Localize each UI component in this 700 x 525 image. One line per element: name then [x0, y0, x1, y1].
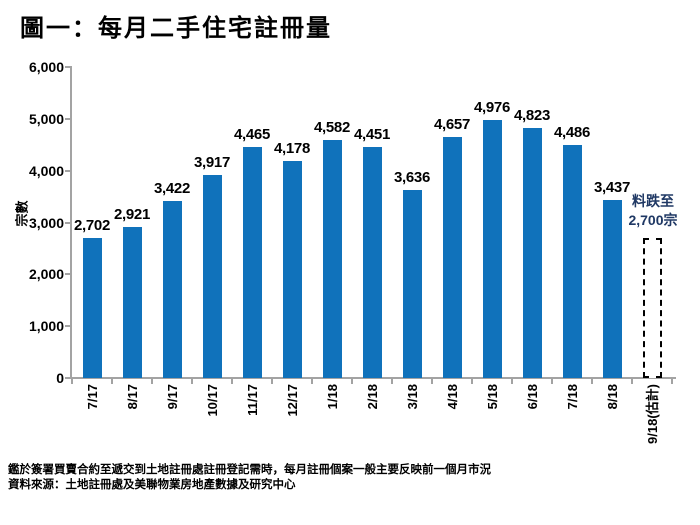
bar: [402, 189, 422, 378]
y-axis-line: [70, 66, 72, 378]
x-axis-category-label: 2/18: [364, 384, 380, 410]
x-axis-tick: [551, 379, 553, 384]
x-axis-tick: [631, 379, 633, 384]
bar-value-label: 4,486: [553, 124, 591, 142]
forecast-annotation: 料跌至 2,700宗: [607, 192, 699, 230]
x-axis-category-label: 10/17: [204, 384, 220, 417]
bar-value-label: 3,917: [193, 153, 231, 171]
x-axis-tick: [271, 379, 273, 384]
x-axis-category-label: 7/18: [564, 384, 580, 410]
x-axis-tick: [591, 379, 593, 384]
bar-value-label: 3,636: [393, 168, 431, 186]
x-axis-tick: [431, 379, 433, 384]
x-axis-tick: [391, 379, 393, 384]
bar: [602, 199, 622, 378]
y-axis-tick-label: 0: [56, 370, 64, 386]
x-axis-tick: [471, 379, 473, 384]
footnote-note: 鑑於簽署買賣合約至遞交到土地註冊處註冊登記需時，每月註冊個案一般主要反映前一個月…: [8, 464, 491, 476]
x-axis-tick: [231, 379, 233, 384]
forecast-annotation-line1: 料跌至: [632, 193, 674, 209]
x-axis-category-label: 12/17: [284, 384, 300, 417]
y-axis-tick: [65, 169, 71, 172]
bar-value-label: 2,921: [113, 205, 151, 223]
bar: [522, 128, 542, 378]
bar: [202, 174, 222, 378]
x-axis-tick: [71, 379, 73, 384]
x-axis-tick: [151, 379, 153, 384]
y-axis-tick: [65, 117, 71, 120]
x-axis-category-label: 7/17: [84, 384, 100, 410]
bar-value-label: 4,178: [273, 140, 311, 158]
y-axis-tick-label: 5,000: [28, 110, 64, 127]
x-axis-category-label: 1/18: [324, 384, 340, 410]
bar-value-label: 2,702: [73, 216, 111, 234]
bar: [562, 145, 582, 378]
bar-value-label: 4,976: [473, 99, 511, 117]
y-axis-tick: [65, 325, 71, 328]
y-axis-tick-label: 3,000: [28, 214, 64, 231]
x-axis-category-label: 9/17: [164, 384, 180, 410]
y-axis-tick-label: 1,000: [28, 318, 64, 335]
x-axis-tick: [351, 379, 353, 384]
bar: [82, 237, 102, 378]
bar-value-label: 4,465: [233, 125, 271, 143]
bar: [442, 136, 462, 378]
bar-value-label: 4,657: [433, 115, 471, 133]
bar-value-label: 3,437: [593, 178, 631, 196]
x-axis-category-label: 4/18: [444, 384, 460, 410]
x-axis-category-label: 5/18: [484, 384, 500, 410]
chart-title: 圖一：每月二手住宅註冊量: [20, 13, 332, 42]
bar-value-label: 4,582: [313, 119, 351, 137]
x-axis-category-label: 8/18: [604, 384, 620, 410]
x-axis-category-label: 3/18: [404, 384, 420, 410]
y-axis-tick: [65, 66, 71, 68]
bar: [122, 226, 142, 378]
bar-value-label: 4,823: [513, 107, 551, 124]
y-axis-tick-label: 4,000: [28, 162, 64, 179]
y-axis-tick-label: 6,000: [28, 59, 64, 75]
bar: [322, 140, 342, 378]
footnotes: 鑑於簽署買賣合約至遞交到土地註冊處註冊登記需時，每月註冊個案一般主要反映前一個月…: [8, 463, 698, 493]
y-axis-tick: [65, 273, 71, 276]
y-axis-tick: [65, 377, 71, 379]
forecast-annotation-line2: 2,700宗: [628, 212, 678, 228]
footnote-source: 資料來源：土地註冊處及美聯物業房地產數據及研究中心: [8, 479, 296, 491]
bar-value-label: 4,451: [353, 126, 391, 144]
x-axis-category-label: 6/18: [524, 384, 540, 410]
x-axis-category-label: 11/17: [244, 384, 260, 416]
bar: [362, 147, 382, 378]
bar: [242, 146, 262, 378]
y-axis-tick: [65, 221, 71, 224]
x-axis-category-label: 8/17: [124, 384, 140, 410]
x-axis-tick: [111, 379, 113, 384]
x-axis-tick: [311, 379, 313, 384]
bar-estimated: [642, 238, 662, 378]
bar: [162, 200, 182, 378]
bar-value-label: 3,422: [153, 179, 191, 197]
x-axis-tick: [671, 379, 673, 384]
x-axis-tick: [511, 379, 513, 384]
x-axis-line: [70, 377, 676, 379]
y-axis-tick-label: 2,000: [28, 266, 64, 283]
bar: [482, 120, 502, 378]
bar: [282, 161, 302, 378]
x-axis-category-label: 9/18(估計): [644, 384, 660, 444]
x-axis-tick: [191, 379, 193, 384]
